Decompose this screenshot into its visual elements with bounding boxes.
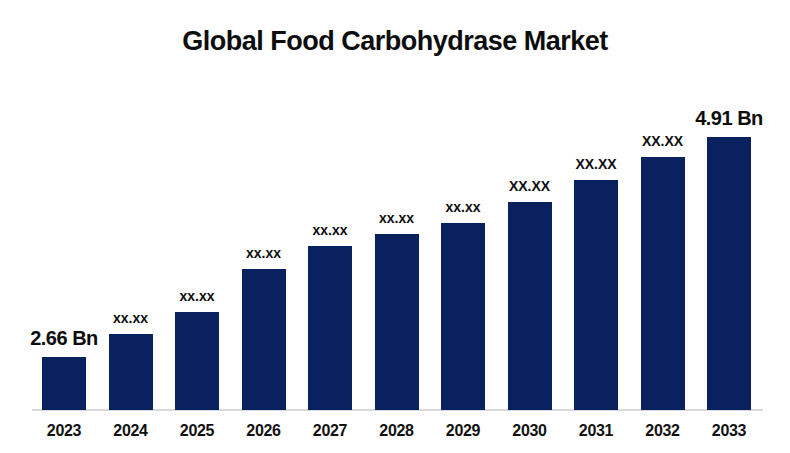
x-axis-label-2030: 2030 [512,423,546,439]
bar-2031 [574,180,618,410]
x-axis-label-2029: 2029 [446,423,480,439]
x-axis-label-2032: 2032 [645,423,679,439]
bar-value-label-2026: xx.xx [246,246,281,260]
chart-canvas: Global Food Carbohydrase Market 2.66 Bn 2… [0,0,790,453]
x-axis-label-2026: 2026 [246,423,280,439]
bar-value-label-2031: XX.XX [575,157,616,171]
x-axis-label-2024: 2024 [113,423,147,439]
x-axis-label-2028: 2028 [379,423,413,439]
bar-value-label-2024: xx.xx [113,311,148,325]
bar-2026 [242,269,286,410]
bar-value-label-2023: 2.66 Bn [30,328,98,348]
chart-title: Global Food Carbohydrase Market [0,26,790,57]
bar-2025 [175,312,219,410]
x-axis-label-2023: 2023 [47,423,81,439]
bar-2028 [375,234,419,410]
bar-value-label-2027: xx.xx [312,223,347,237]
bar-value-label-2029: xx.xx [445,200,480,214]
bar-value-label-2028: xx.xx [379,211,414,225]
bar-2024 [109,334,153,410]
bar-2023 [42,357,86,410]
bar-value-label-2025: xx.xx [179,289,214,303]
bar-value-label-2033: 4.91 Bn [695,108,763,128]
x-axis-label-2025: 2025 [180,423,214,439]
bar-2032 [641,157,685,410]
bar-value-label-2032: XX.XX [642,134,683,148]
x-axis-label-2027: 2027 [313,423,347,439]
x-axis-label-2031: 2031 [579,423,613,439]
bar-2027 [308,246,352,410]
bar-value-label-2030: XX.XX [509,179,550,193]
bar-2029 [441,223,485,410]
bar-2033 [707,137,751,410]
x-axis-label-2033: 2033 [712,423,746,439]
bar-2030 [508,202,552,410]
